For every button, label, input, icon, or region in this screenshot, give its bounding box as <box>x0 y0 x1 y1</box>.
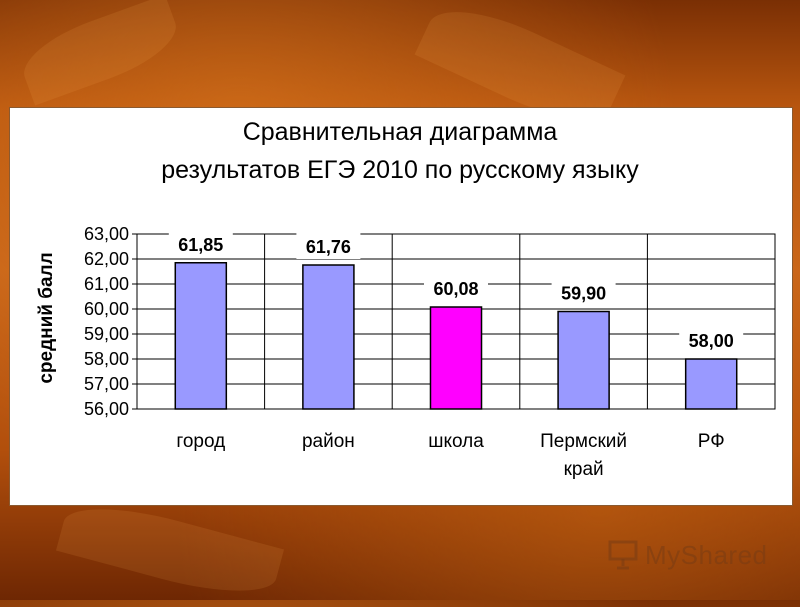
labels: 56,00 57,00 58,00 59,00 60,00 61,00 62,00 63,00… <box>36 224 744 480</box>
y-tick-label: 62,00 <box>84 249 129 269</box>
value-label-background <box>296 233 361 259</box>
value-label: 61,85 <box>178 235 223 255</box>
y-tick-label: 60,00 <box>84 299 129 319</box>
value-label: 59,90 <box>561 284 606 304</box>
plot-border <box>136 233 776 410</box>
value-label-background <box>551 279 616 306</box>
watermark-text: MyShared <box>645 540 768 570</box>
value-label-background <box>679 327 744 353</box>
chart-panel <box>9 107 793 506</box>
value-label-background <box>424 275 488 301</box>
axes <box>132 233 776 410</box>
chart-title-line-2: результатов ЕГЭ 2010 по русскому языку <box>161 156 639 184</box>
bar <box>684 358 738 410</box>
bar <box>174 262 228 410</box>
bar <box>302 264 355 410</box>
y-tick-label: 63,00 <box>84 224 129 244</box>
y-axis-title: средний балл <box>36 252 57 383</box>
value-label: 60,08 <box>433 279 478 299</box>
y-tick-label: 59,00 <box>84 324 129 344</box>
x-tick-label: район <box>302 431 355 452</box>
bar <box>429 306 483 410</box>
watermark: MyShared <box>607 534 777 574</box>
value-label-background <box>168 230 233 257</box>
bar <box>557 310 610 410</box>
x-tick-label: край <box>564 459 604 480</box>
x-tick-label: РФ <box>698 431 725 452</box>
presentation-screen-icon <box>608 540 638 570</box>
x-tick-label: город <box>176 431 225 452</box>
x-tick-label: Пермский <box>540 431 627 452</box>
bars <box>174 262 738 410</box>
y-tick-label: 61,00 <box>84 274 129 294</box>
x-tick-label: школа <box>428 431 484 452</box>
value-label: 58,00 <box>689 331 734 351</box>
y-tick-label: 56,00 <box>84 399 129 419</box>
chart-title-line-1: Сравнительная диаграмма <box>242 118 558 146</box>
value-label: 61,76 <box>306 237 351 257</box>
y-tick-label: 57,00 <box>84 374 129 394</box>
y-tick-label: 58,00 <box>84 349 129 369</box>
